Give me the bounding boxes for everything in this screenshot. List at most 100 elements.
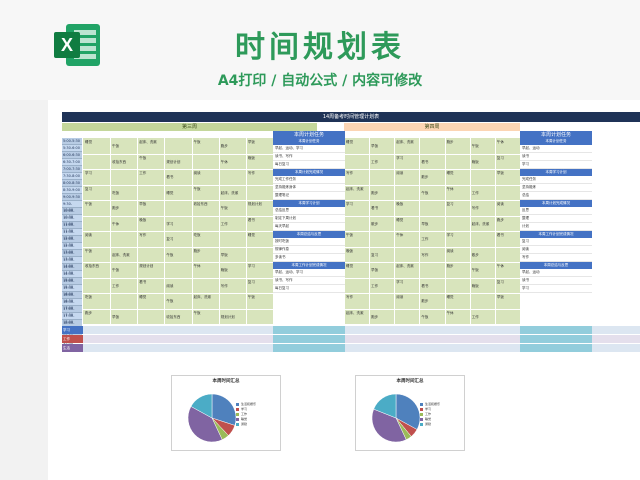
schedule-cell[interactable]: 跑步 xyxy=(85,310,92,315)
schedule-cell[interactable]: 晚饭 xyxy=(220,268,228,272)
schedule-cell[interactable]: 午休 xyxy=(496,140,504,144)
schedule-cell[interactable]: 写作 xyxy=(346,295,353,299)
schedule-cell[interactable]: 早饭 xyxy=(139,202,147,206)
summary-line[interactable]: 完成任务 xyxy=(520,176,592,184)
schedule-cell[interactable]: 午休 xyxy=(496,264,504,268)
schedule-cell[interactable]: 看书 xyxy=(421,283,429,288)
summary-line[interactable]: 每天早起 xyxy=(273,223,345,231)
summary-line[interactable]: 反思 xyxy=(520,207,592,215)
schedule-cell[interactable]: 跑步 xyxy=(446,264,454,268)
schedule-cell[interactable]: 起床、洗漱 xyxy=(471,221,490,226)
schedule-cell[interactable]: 午饭 xyxy=(166,299,174,303)
schedule-cell[interactable]: 起床、洗漱 xyxy=(220,190,239,195)
schedule-cell[interactable]: 学习 xyxy=(446,233,454,237)
schedule-cell[interactable]: 晚饭 xyxy=(396,202,404,206)
schedule-cell[interactable]: 吃饭 xyxy=(85,295,92,299)
schedule-cell[interactable]: 睡觉 xyxy=(85,140,92,144)
schedule-cell[interactable]: 起床、洗漱 xyxy=(346,310,364,315)
schedule-cell[interactable]: 午饭 xyxy=(166,252,174,257)
schedule-cell[interactable]: 午饭 xyxy=(112,268,120,272)
schedule-cell[interactable]: 复习 xyxy=(247,279,255,284)
schedule-cell[interactable]: 收拾东西 xyxy=(112,159,127,164)
schedule-cell[interactable]: 看书 xyxy=(166,175,174,179)
schedule-cell[interactable]: 吃饭 xyxy=(112,190,120,195)
schedule-cell[interactable]: 早饭 xyxy=(112,314,120,319)
schedule-cell[interactable]: 午饭 xyxy=(247,295,255,299)
schedule-cell[interactable]: 跑步 xyxy=(193,248,201,253)
schedule-cell[interactable]: 阅读 xyxy=(396,295,404,299)
schedule-cell[interactable]: 写作 xyxy=(346,171,353,175)
schedule-cell[interactable]: 晚饭 xyxy=(346,248,353,253)
schedule-cell[interactable]: 跑步 xyxy=(496,217,504,222)
schedule-cell[interactable]: 看书 xyxy=(421,159,429,164)
summary-line[interactable]: 学习 xyxy=(520,285,592,293)
summary-line[interactable]: 制定下周计划 xyxy=(273,215,345,223)
schedule-cell[interactable]: 午休 xyxy=(112,221,120,226)
schedule-cell[interactable]: 看书 xyxy=(139,279,147,284)
schedule-cell[interactable]: 阅读 xyxy=(193,171,201,175)
schedule-cell[interactable]: 午休 xyxy=(396,233,404,237)
schedule-cell[interactable]: 阅读 xyxy=(85,233,92,237)
schedule-cell[interactable]: 午饭 xyxy=(471,268,479,272)
schedule-cell[interactable]: 午饭 xyxy=(193,140,201,144)
schedule-cell[interactable]: 早饭 xyxy=(371,268,379,272)
schedule-cell[interactable]: 午休 xyxy=(220,159,228,164)
schedule-cell[interactable]: 早饭 xyxy=(247,140,255,144)
summary-line[interactable]: 整理 xyxy=(520,215,592,223)
schedule-cell[interactable]: 起床、洗漱 xyxy=(396,264,414,268)
summary-line[interactable]: 坚持锻炼 xyxy=(520,184,592,192)
summary-line[interactable]: 多读书 xyxy=(273,254,345,262)
schedule-cell[interactable]: 吃饭 xyxy=(193,233,201,237)
schedule-cell[interactable]: 午饭 xyxy=(85,202,92,206)
schedule-cell[interactable]: 看书 xyxy=(247,217,255,222)
summary-line[interactable]: 规律作息 xyxy=(273,246,345,254)
schedule-cell[interactable]: 早饭 xyxy=(371,144,379,148)
schedule-cell[interactable]: 午休 xyxy=(193,264,201,268)
schedule-cell[interactable]: 晚饭 xyxy=(471,159,479,164)
schedule-cell[interactable]: 晚饭 xyxy=(139,217,147,222)
summary-line[interactable]: 按时吃饭 xyxy=(273,238,345,246)
schedule-cell[interactable]: 复习 xyxy=(85,186,92,191)
schedule-cell[interactable]: 睡觉 xyxy=(346,140,353,144)
schedule-cell[interactable]: 午饭 xyxy=(421,190,429,195)
schedule-cell[interactable]: 晚饭 xyxy=(247,155,255,160)
summary-line[interactable]: 完成工作任务 xyxy=(273,176,345,184)
schedule-cell[interactable]: 阅读 xyxy=(166,283,174,288)
schedule-cell[interactable]: 晚饭 xyxy=(471,283,479,288)
schedule-cell[interactable]: 收拾东西 xyxy=(193,202,208,206)
schedule-cell[interactable]: 睡觉 xyxy=(139,295,147,299)
schedule-cell[interactable]: 散步 xyxy=(371,221,379,226)
summary-line[interactable]: 早起、运动、学习 xyxy=(273,269,345,277)
schedule-cell[interactable]: 跑步 xyxy=(446,140,454,144)
schedule-cell[interactable]: 睡觉 xyxy=(346,264,353,268)
schedule-cell[interactable]: 跑步 xyxy=(371,314,379,319)
schedule-cell[interactable]: 写作 xyxy=(421,252,429,257)
schedule-cell[interactable]: 规划计划 xyxy=(247,202,262,206)
summary-line[interactable]: 每日复习 xyxy=(273,161,345,169)
schedule-cell[interactable]: 午饭 xyxy=(139,155,147,160)
schedule-cell[interactable]: 收拾东西 xyxy=(85,264,99,268)
schedule-cell[interactable]: 学习 xyxy=(166,221,174,226)
schedule-cell[interactable]: 学习 xyxy=(346,202,353,206)
schedule-cell[interactable]: 睡觉 xyxy=(396,217,404,222)
schedule-cell[interactable]: 跑步 xyxy=(371,190,379,195)
schedule-cell[interactable]: 午饭 xyxy=(85,248,92,253)
schedule-cell[interactable]: 午饭 xyxy=(421,314,429,319)
summary-line[interactable]: 阅读 xyxy=(520,246,592,254)
schedule-cell[interactable]: 收拾东西 xyxy=(166,314,181,319)
schedule-cell[interactable]: 午饭 xyxy=(346,233,353,237)
schedule-cell[interactable]: 跑步 xyxy=(112,206,120,210)
schedule-cell[interactable]: 工作 xyxy=(421,237,429,241)
schedule-cell[interactable]: 散步 xyxy=(421,175,429,179)
schedule-cell[interactable]: 午饭 xyxy=(112,144,120,148)
schedule-cell[interactable]: 复习 xyxy=(371,252,379,257)
summary-line[interactable]: 早起、运动 xyxy=(520,269,592,277)
summary-line[interactable]: 总结 xyxy=(520,192,592,200)
schedule-cell[interactable]: 起床、洗漱 xyxy=(112,252,130,257)
schedule-cell[interactable]: 午饭 xyxy=(193,186,201,191)
summary-line[interactable]: 总结反思 xyxy=(273,207,345,215)
schedule-cell[interactable]: 工作 xyxy=(371,159,379,164)
schedule-cell[interactable]: 复习 xyxy=(166,237,174,241)
schedule-cell[interactable]: 复习 xyxy=(446,202,454,206)
schedule-cell[interactable]: 工作 xyxy=(220,221,228,226)
